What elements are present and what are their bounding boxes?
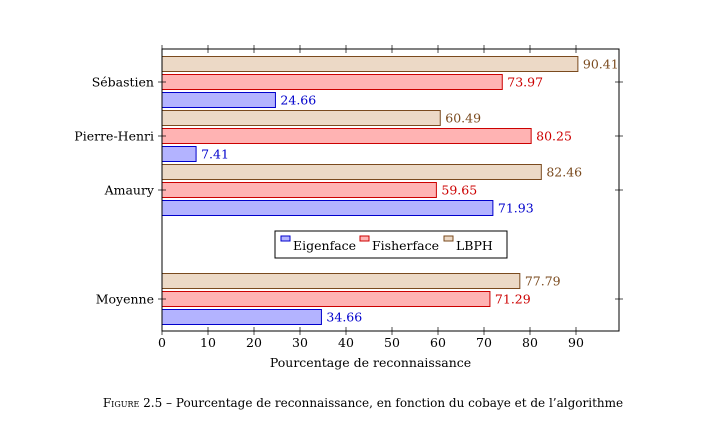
bar-fisherface-pierre-henri	[161, 128, 532, 144]
y-tick-label: Amaury	[104, 183, 155, 198]
caption-prefix: Figure 2.5	[102, 396, 163, 410]
data-label-eigenface-pierre-henri: 7.41	[201, 147, 229, 162]
data-label-fisherface-pierre-henri: 80.25	[536, 129, 572, 144]
data-label-lbph-sebastien: 90.41	[583, 57, 619, 72]
data-label-eigenface-amaury: 71.93	[498, 201, 534, 216]
bar-lbph-pierre-henri	[161, 110, 441, 126]
x-axis-label: Pourcentage de reconnaissance	[270, 355, 471, 370]
bar-eigenface-moyenne	[161, 309, 322, 325]
legend-label-fisherface: Fisherface	[372, 238, 439, 253]
caption-text: – Pourcentage de reconnaissance, en fonc…	[162, 396, 624, 410]
data-label-eigenface-moyenne: 34.66	[326, 310, 362, 325]
x-tick-label: 80	[522, 335, 538, 350]
x-tick-label: 70	[476, 335, 492, 350]
bar-lbph-moyenne	[161, 273, 521, 289]
x-tick-label: 60	[430, 335, 446, 350]
figure-caption: Figure 2.5 – Pourcentage de reconnaissan…	[0, 396, 726, 410]
data-label-fisherface-sebastien: 73.97	[507, 75, 543, 90]
bar-lbph-amaury	[161, 164, 542, 180]
legend-swatch-eigenface	[280, 235, 291, 242]
legend-swatch-lbph	[443, 235, 454, 242]
y-tick-label: Sébastien	[92, 75, 154, 90]
data-label-fisherface-moyenne: 71.29	[495, 292, 531, 307]
y-tick-label: Pierre-Henri	[74, 129, 154, 144]
bar-fisherface-amaury	[161, 182, 437, 198]
bar-eigenface-sebastien	[161, 92, 276, 108]
bar-eigenface-pierre-henri	[161, 146, 197, 162]
data-label-eigenface-sebastien: 24.66	[280, 93, 316, 108]
data-label-lbph-amaury: 82.46	[546, 165, 582, 180]
bar-fisherface-moyenne	[161, 291, 491, 307]
plot-frame	[161, 48, 620, 332]
legend-label-lbph: LBPH	[456, 238, 493, 253]
y-tick-label: Moyenne	[96, 292, 154, 307]
bar-fisherface-sebastien	[161, 74, 503, 90]
x-tick-label: 20	[246, 335, 262, 350]
x-tick-label: 50	[384, 335, 400, 350]
data-label-fisherface-amaury: 59.65	[441, 183, 477, 198]
x-tick-label: 0	[158, 335, 166, 350]
bar-eigenface-amaury	[161, 200, 494, 216]
data-label-lbph-pierre-henri: 60.49	[445, 111, 481, 126]
x-tick-label: 90	[568, 335, 584, 350]
x-tick-label: 40	[338, 335, 354, 350]
data-label-lbph-moyenne: 77.79	[525, 274, 561, 289]
x-tick-label: 30	[292, 335, 308, 350]
bar-lbph-sebastien	[161, 56, 579, 72]
legend-box	[274, 230, 508, 259]
x-tick-label: 10	[200, 335, 216, 350]
legend-label-eigenface: Eigenface	[293, 238, 356, 253]
legend-swatch-fisherface	[359, 235, 370, 242]
